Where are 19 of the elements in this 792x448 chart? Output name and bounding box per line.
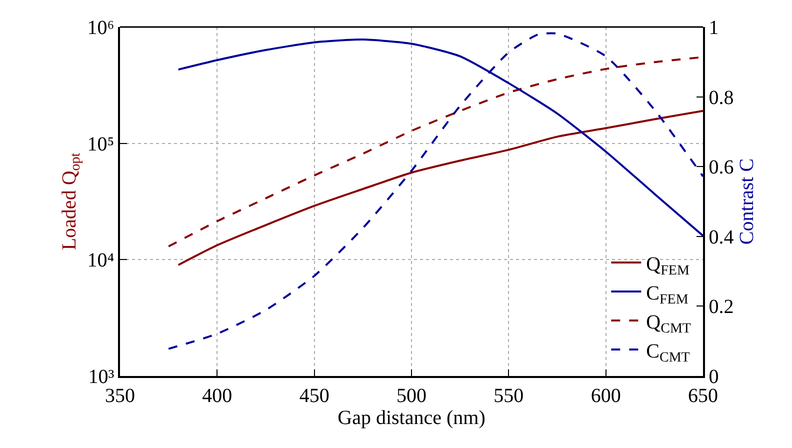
x-tick-label: 450 (299, 384, 330, 407)
x-tick-label: 600 (590, 384, 621, 407)
y2-tick-label: 0.8 (708, 86, 734, 109)
x-axis-title: Gap distance (nm) (338, 406, 486, 429)
legend-label: Q$_{CMT}$ (646, 311, 692, 337)
y-tick-label: 10⁶ (87, 17, 114, 39)
y-tick-label: 10⁵ (87, 133, 114, 156)
legend-label: C$_{FEM}$ (646, 282, 689, 308)
y-tick-label: 10⁴ (87, 250, 114, 272)
legend-label: Q$_{FEM}$ (646, 253, 690, 279)
x-tick-label: 500 (396, 384, 426, 407)
y2-tick-label: 0.4 (708, 226, 734, 248)
y2-tick-label: 0.2 (708, 296, 734, 318)
y2-tick-label: 1 (708, 17, 719, 39)
x-tick-label: 400 (202, 384, 232, 407)
legend-label: C$_{CMT}$ (646, 340, 690, 366)
y2-axis-title: Contrast C (736, 158, 758, 245)
y2-tick-label: 0.6 (708, 156, 734, 179)
x-tick-label: 550 (494, 384, 524, 407)
